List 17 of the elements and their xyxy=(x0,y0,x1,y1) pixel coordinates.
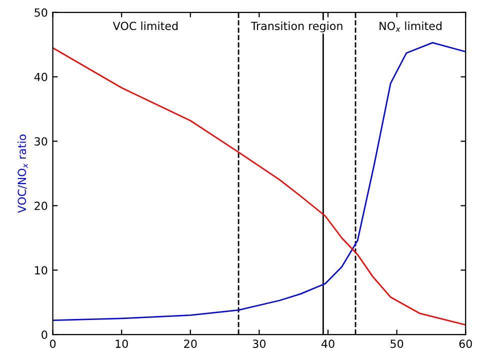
y-tick-label: 40 xyxy=(34,72,48,82)
y-axis-title: VOC/NO$_{x}$ ratio xyxy=(17,134,28,213)
x-tick-label: 30 xyxy=(252,340,266,348)
y-tick-label: 50 xyxy=(34,8,48,17)
x-tick-label: 60 xyxy=(459,340,472,348)
x-tick-label: 20 xyxy=(184,340,197,348)
annotation: NO$_{x}$ limited xyxy=(380,22,442,32)
x-tick-label: 0 xyxy=(50,340,56,348)
x-tick-label: 50 xyxy=(390,340,404,348)
x-tick-label: 40 xyxy=(321,340,334,348)
y-tick-label: 30 xyxy=(34,137,48,146)
annotation: Transition region xyxy=(250,22,342,32)
x-tick-label: 10 xyxy=(116,340,128,348)
annotation: VOC limited xyxy=(112,22,178,30)
y-tick-label: 20 xyxy=(34,202,48,210)
y-tick-label: 10 xyxy=(35,266,48,274)
y-tick-label: 0 xyxy=(42,330,48,339)
